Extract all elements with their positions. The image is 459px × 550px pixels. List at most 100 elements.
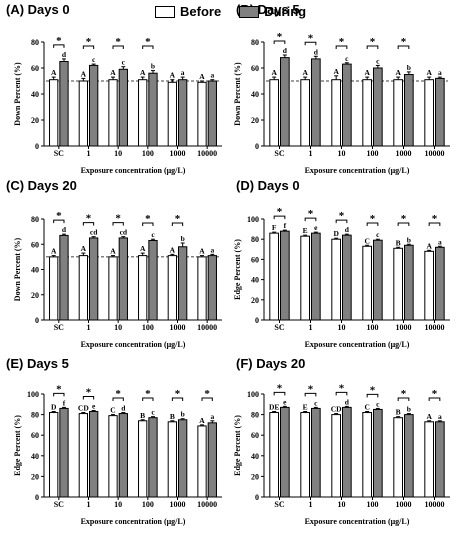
significance-letter: b [407, 405, 411, 414]
bar-before [300, 412, 311, 498]
bar-before [78, 413, 89, 498]
bar-before [269, 412, 280, 498]
chart-panel-1: (A) Days 0 0 20 40 60 80 Down Percent (%) Expos… [6, 2, 222, 175]
x-tick-label: SC [274, 500, 284, 509]
bar-before [362, 245, 373, 321]
significance-letter: A [170, 245, 176, 254]
y-tick-label: 40 [251, 452, 259, 461]
bar-before [197, 256, 207, 321]
x-tick-label: 1 [309, 323, 313, 332]
y-axis-label: Down Percent (%) [233, 62, 242, 126]
bar-during [118, 237, 128, 321]
bar-during [311, 407, 321, 498]
bar-before [362, 79, 373, 147]
x-tick-label: SC [54, 500, 64, 509]
bar-before [331, 414, 342, 498]
legend-item-before: Before [155, 4, 221, 19]
significance-letter: c [345, 54, 349, 63]
significance-letter: e [283, 397, 287, 406]
significance-bracket [82, 222, 95, 226]
significance-star: * [56, 383, 62, 395]
significance-letter: A [110, 68, 116, 77]
x-tick-label: 10000 [425, 323, 445, 332]
significance-letter: A [110, 247, 116, 256]
bar-during [89, 64, 99, 147]
significance-letter: f [284, 221, 287, 230]
bar-during [404, 74, 414, 147]
bar-during [373, 239, 383, 321]
bar-during [373, 67, 383, 147]
significance-star: * [432, 213, 438, 225]
y-tick-label: 80 [31, 215, 39, 224]
significance-letter: b [407, 235, 411, 244]
panel-title: (D) Days 0 [236, 178, 300, 193]
significance-bracket [273, 391, 286, 396]
chart-panel-4: (D) Days 0 0 20 40 60 80 100 Edge Percent (%) Ex… [233, 178, 450, 349]
significance-letter: A [395, 68, 401, 77]
bar-during [373, 408, 383, 498]
y-tick-label: 0 [255, 142, 259, 151]
significance-letter: A [302, 68, 308, 77]
significance-star: * [308, 32, 314, 44]
significance-star: * [401, 388, 407, 400]
bar-before [424, 79, 435, 147]
bar-before [424, 250, 435, 321]
significance-letter: E [303, 226, 308, 235]
x-tick-label: 1000 [170, 500, 186, 509]
y-axis-label: Edge Percent (%) [233, 415, 242, 476]
significance-bracket [273, 40, 286, 44]
significance-letter: D [333, 229, 339, 238]
significance-star: * [308, 383, 314, 395]
significance-letter: f [63, 398, 66, 407]
bar-before [331, 79, 342, 147]
bar-before [78, 80, 89, 147]
y-tick-label: 40 [251, 90, 259, 99]
bar-during [118, 413, 128, 498]
significance-letter: A [426, 68, 432, 77]
y-tick-label: 20 [251, 472, 259, 481]
x-tick-label: 1 [87, 500, 91, 509]
bar-before [167, 81, 177, 147]
bar-during [280, 230, 290, 321]
significance-letter: c [314, 398, 318, 407]
significance-letter: A [81, 69, 87, 78]
bar-before [269, 232, 280, 321]
y-tick-label: 40 [31, 90, 39, 99]
significance-letter: A [364, 68, 370, 77]
bar-during [280, 57, 290, 147]
bar-during [59, 407, 69, 498]
significance-star: * [277, 382, 283, 394]
significance-letter: a [210, 71, 214, 80]
bar-during [342, 63, 352, 147]
significance-letter: c [376, 399, 380, 408]
significance-letter: A [140, 68, 146, 77]
significance-letter: b [151, 62, 155, 71]
significance-bracket [397, 397, 410, 401]
bar-during [280, 406, 290, 498]
y-tick-label: 40 [251, 276, 259, 285]
bar-before [49, 256, 59, 321]
significance-bracket [142, 222, 154, 226]
significance-letter: a [438, 68, 442, 77]
significance-bracket [82, 45, 95, 49]
y-axis-label: Down Percent (%) [13, 237, 22, 301]
significance-bracket [112, 397, 124, 401]
significance-letter: C [110, 406, 115, 415]
significance-bracket [53, 392, 65, 397]
bar-during [207, 255, 217, 321]
x-tick-label: 10 [114, 149, 122, 158]
bar-during [178, 246, 188, 321]
y-tick-label: 80 [251, 38, 259, 47]
significance-letter: a [210, 245, 214, 254]
x-tick-label: 10000 [425, 149, 445, 158]
significance-bracket [397, 222, 410, 226]
x-axis-label: Exposure concentration (μg/L) [305, 517, 410, 526]
significance-star: * [56, 35, 62, 47]
bar-before [197, 81, 207, 147]
significance-letter: a [210, 412, 214, 421]
significance-star: * [175, 213, 181, 225]
significance-letter: e [92, 401, 96, 410]
significance-letter: A [426, 241, 432, 250]
y-axis-label: Edge Percent (%) [13, 415, 22, 476]
significance-letter: cd [90, 228, 98, 237]
